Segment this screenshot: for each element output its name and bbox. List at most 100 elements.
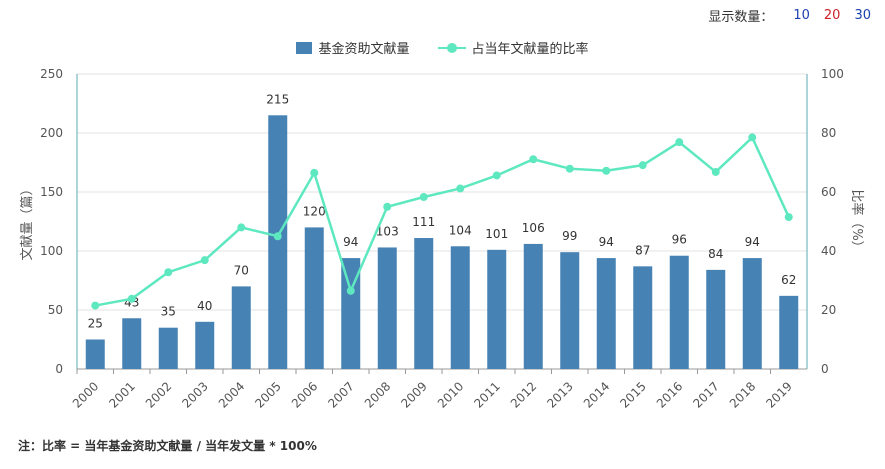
- bar: [706, 269, 726, 369]
- bar: [596, 258, 616, 369]
- legend-line-swatch: [437, 42, 466, 53]
- y-axis-title: 文献量（篇）: [20, 182, 35, 260]
- bar: [195, 321, 215, 369]
- legend-bar-swatch: [296, 41, 313, 54]
- x-tick-label: 2010: [435, 379, 466, 410]
- x-tick-label: 2004: [216, 379, 247, 410]
- bar-data-label: 94: [599, 235, 614, 249]
- bar: [450, 246, 470, 369]
- bar-data-label: 103: [376, 224, 399, 238]
- display-count-label: 显示数量：: [708, 10, 774, 25]
- ratio-point: [675, 138, 684, 147]
- y-tick-label: 200: [40, 126, 63, 140]
- ratio-point: [602, 166, 611, 175]
- display-count-option-30[interactable]: 30: [854, 8, 871, 23]
- ratio-point: [492, 171, 501, 180]
- display-count-option-10[interactable]: 10: [793, 8, 810, 23]
- bar-data-label: 106: [522, 221, 545, 235]
- x-tick-label: 2018: [727, 379, 758, 410]
- bar: [742, 258, 762, 369]
- ratio-point: [419, 193, 428, 202]
- x-tick-label: 2002: [143, 379, 174, 410]
- x-tick-label: 2005: [252, 379, 283, 410]
- y-tick-label: 150: [40, 185, 63, 199]
- bar-data-label: 62: [781, 273, 796, 287]
- bar: [268, 115, 288, 369]
- bar: [633, 266, 653, 369]
- bar-data-label: 120: [303, 204, 326, 218]
- y2-tick-label: 80: [821, 126, 836, 140]
- ratio-point: [91, 301, 100, 310]
- x-tick-label: 2014: [581, 379, 612, 410]
- combo-chart: 0 50 100 150 200 250 0 20 40 60 80 100 文献量（篇） 比率（%） 25…: [20, 67, 865, 411]
- ratio-point: [383, 202, 392, 211]
- bar: [487, 249, 507, 369]
- bar-data-label: 104: [449, 223, 472, 237]
- display-count-option-20[interactable]: 20: [823, 8, 841, 23]
- y2-tick-label: 60: [821, 185, 836, 199]
- ratio-point: [164, 268, 173, 277]
- ratio-point: [784, 213, 793, 222]
- x-tick-label: 2015: [617, 379, 648, 410]
- bar: [779, 295, 799, 369]
- bar-data-label: 99: [562, 229, 577, 243]
- bar: [560, 252, 580, 369]
- ratio-point: [529, 155, 538, 164]
- bar: [85, 339, 105, 369]
- bar-data-label: 94: [343, 235, 358, 249]
- y2-tick-label: 40: [821, 244, 836, 258]
- bar: [304, 227, 324, 369]
- bar: [377, 247, 397, 369]
- legend-item-bar-series[interactable]: 基金资助文献量: [296, 38, 410, 57]
- ratio-point: [273, 232, 282, 241]
- x-tick-label: 2013: [544, 379, 575, 410]
- x-tick-label: 2007: [325, 379, 356, 410]
- bar-data-label: 40: [197, 299, 212, 313]
- bar-data-label: 87: [635, 243, 650, 257]
- y-tick-label: 250: [40, 67, 63, 81]
- bar: [231, 286, 251, 369]
- ratio-point: [310, 168, 319, 177]
- bar-data-label: 25: [88, 317, 103, 331]
- x-tick-label: 2001: [106, 379, 137, 410]
- ratio-point: [127, 294, 136, 303]
- bar-data-label: 94: [745, 235, 760, 249]
- bar: [669, 255, 689, 369]
- x-tick-label: 2008: [362, 379, 393, 410]
- display-count-selector: 显示数量： 10 20 30: [708, 6, 871, 25]
- ratio-point: [200, 256, 209, 265]
- x-tick-label: 2017: [690, 379, 721, 410]
- x-tick-label: 2009: [398, 379, 429, 410]
- y-tick-label: 0: [55, 362, 63, 376]
- ratio-point: [748, 133, 757, 142]
- bar: [341, 258, 361, 369]
- x-tick-label: 2011: [471, 379, 502, 410]
- x-tick-label: 2000: [70, 379, 101, 410]
- y2-axis-title: 比率（%）: [849, 189, 865, 253]
- y2-tick-label: 0: [821, 362, 829, 376]
- bar-data-label: 84: [708, 247, 723, 261]
- legend-line-label: 占当年文献量的比率: [471, 42, 589, 57]
- bar: [523, 243, 543, 369]
- footnote: 注：比率 = 当年基金资助文献量 / 当年发文量 * 100%: [18, 439, 317, 453]
- bar-data-label: 96: [672, 233, 687, 247]
- ratio-line: [95, 135, 790, 307]
- legend-item-line-series[interactable]: 占当年文献量的比率: [437, 38, 589, 57]
- y2-tick-label: 20: [821, 303, 836, 317]
- bar-data-label: 101: [485, 227, 508, 241]
- bar-data-label: 70: [234, 263, 249, 277]
- ratio-point: [638, 161, 647, 170]
- ratio-point: [565, 164, 574, 173]
- x-tick-label: 2006: [289, 379, 320, 410]
- ratio-point: [711, 167, 720, 176]
- ratio-point: [346, 286, 355, 295]
- bar-data-label: 111: [412, 215, 435, 229]
- ratio-point: [456, 184, 465, 193]
- ratio-point: [237, 223, 246, 232]
- bar: [158, 327, 178, 369]
- bar-data-label: 35: [161, 305, 176, 319]
- y-tick-label: 50: [48, 303, 63, 317]
- legend-bar-label: 基金资助文献量: [318, 42, 410, 57]
- y-tick-label: 100: [40, 244, 63, 258]
- y2-tick-label: 100: [821, 67, 844, 81]
